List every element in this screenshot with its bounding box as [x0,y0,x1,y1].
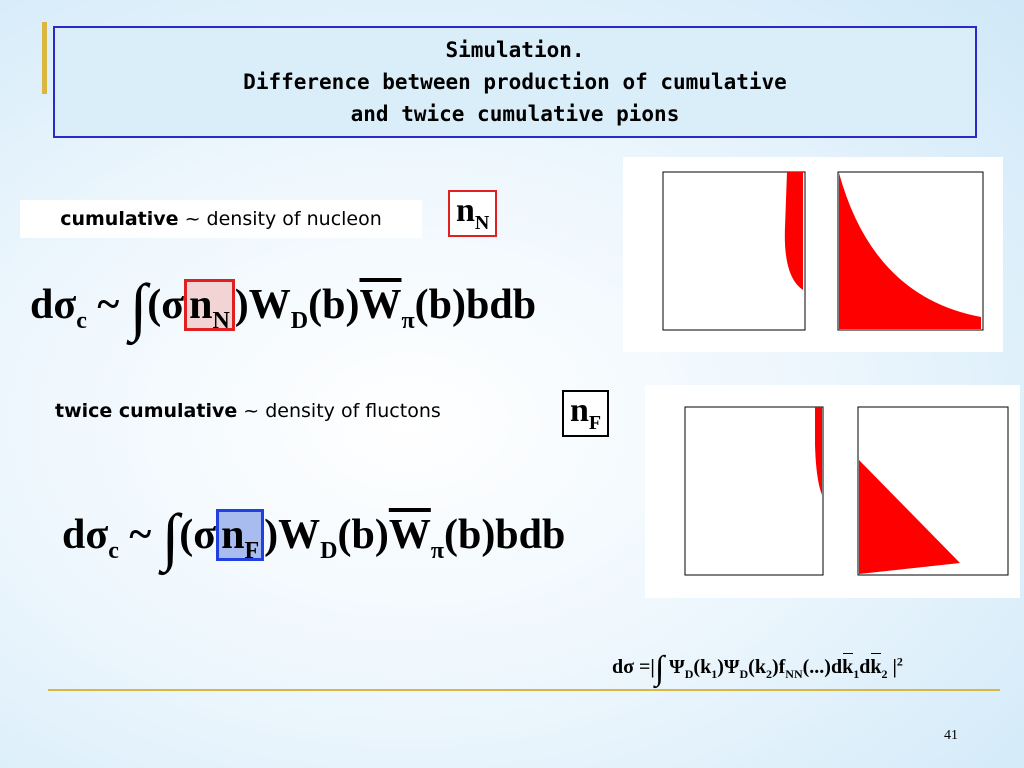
f: )Ψ [717,656,740,678]
f: D [739,667,749,681]
f: 1 [711,667,718,681]
f: (k [693,656,712,678]
f: F [244,538,260,564]
plot-frame [837,171,984,331]
f: ~ [97,282,120,328]
title-box: Simulation. Difference between productio… [53,26,977,138]
f: (b)bdb [443,512,566,558]
f: (b) [337,512,389,558]
formula: dσc ~ ∫(σ nF)WD(b)Wπ(b)bdb [62,500,565,574]
f: (σ [179,512,217,558]
f: (σ [147,282,185,328]
f: 2 [896,654,903,669]
f: k [870,656,882,678]
plot-panel [645,385,1020,598]
f: π [401,308,415,334]
formula: dσc ~ ∫(σ nN)WD(b)Wπ(b)bdb [30,270,536,344]
f: c [108,538,119,564]
f: | [892,656,897,678]
plot-frame [857,406,1009,576]
f: NN [785,667,803,681]
f: dσ [62,512,109,558]
f: W [388,512,431,558]
f: dσ [30,282,77,328]
f: ~ [129,512,152,558]
f: c [76,308,87,334]
symbol-sub: N [474,211,490,234]
f: N [212,308,230,334]
title-line: Simulation. [445,38,585,62]
f: (...)d [802,656,843,678]
f: D [290,308,309,334]
f: Ψ [669,656,685,678]
label-twice: twice cumulative ~ density of fluctons [55,400,441,422]
plot-panel [623,157,1003,352]
symbol: n [570,392,589,429]
text: ~ density of nucleon [184,208,382,230]
title-line: and twice cumulative pions [350,102,680,126]
f: D [320,538,338,564]
f: (b) [308,282,360,328]
plot-region [784,172,803,290]
accent-bar [42,22,47,94]
plot-frame [662,171,806,331]
f: 2 [765,667,772,681]
label-cumulative: cumulative ~ density of nucleon [20,200,422,238]
symbol: n [456,192,475,229]
f: )W [264,512,321,558]
term: twice cumulative [55,400,238,422]
f: (b)bdb [414,282,537,328]
f: n [189,282,213,328]
f: n [221,512,245,558]
f: π [430,538,444,564]
f: 1 [853,667,860,681]
highlight: nN [184,279,235,334]
plot-frame [684,406,824,576]
f: ∫ [654,650,665,687]
f: 2 [881,667,888,681]
f: (k [748,656,766,678]
plot-region [815,407,822,495]
plot-region [859,460,960,574]
divider [48,689,1000,691]
f: ∫ [161,501,180,572]
f: ∫ [129,271,148,342]
f: d [859,656,871,678]
f: dσ =| [612,656,655,678]
symbol-box: nF [562,390,610,437]
title-line: Difference between production of cumulat… [243,70,787,94]
f: W [359,282,402,328]
f: k [842,656,854,678]
page-number: 41 [944,728,958,743]
symbol-sub: F [588,411,602,434]
highlight: nF [216,509,265,564]
f: )W [234,282,291,328]
formula: dσ =|∫ ΨD(k1)ΨD(k2)fNN(...)dk1dk2 |2 [612,650,903,688]
f: )f [771,656,786,678]
term: cumulative [60,208,179,230]
text: ~ density of fluctons [243,400,441,422]
f: D [684,667,694,681]
symbol-box: nN [448,190,498,237]
plot-region [839,173,981,329]
